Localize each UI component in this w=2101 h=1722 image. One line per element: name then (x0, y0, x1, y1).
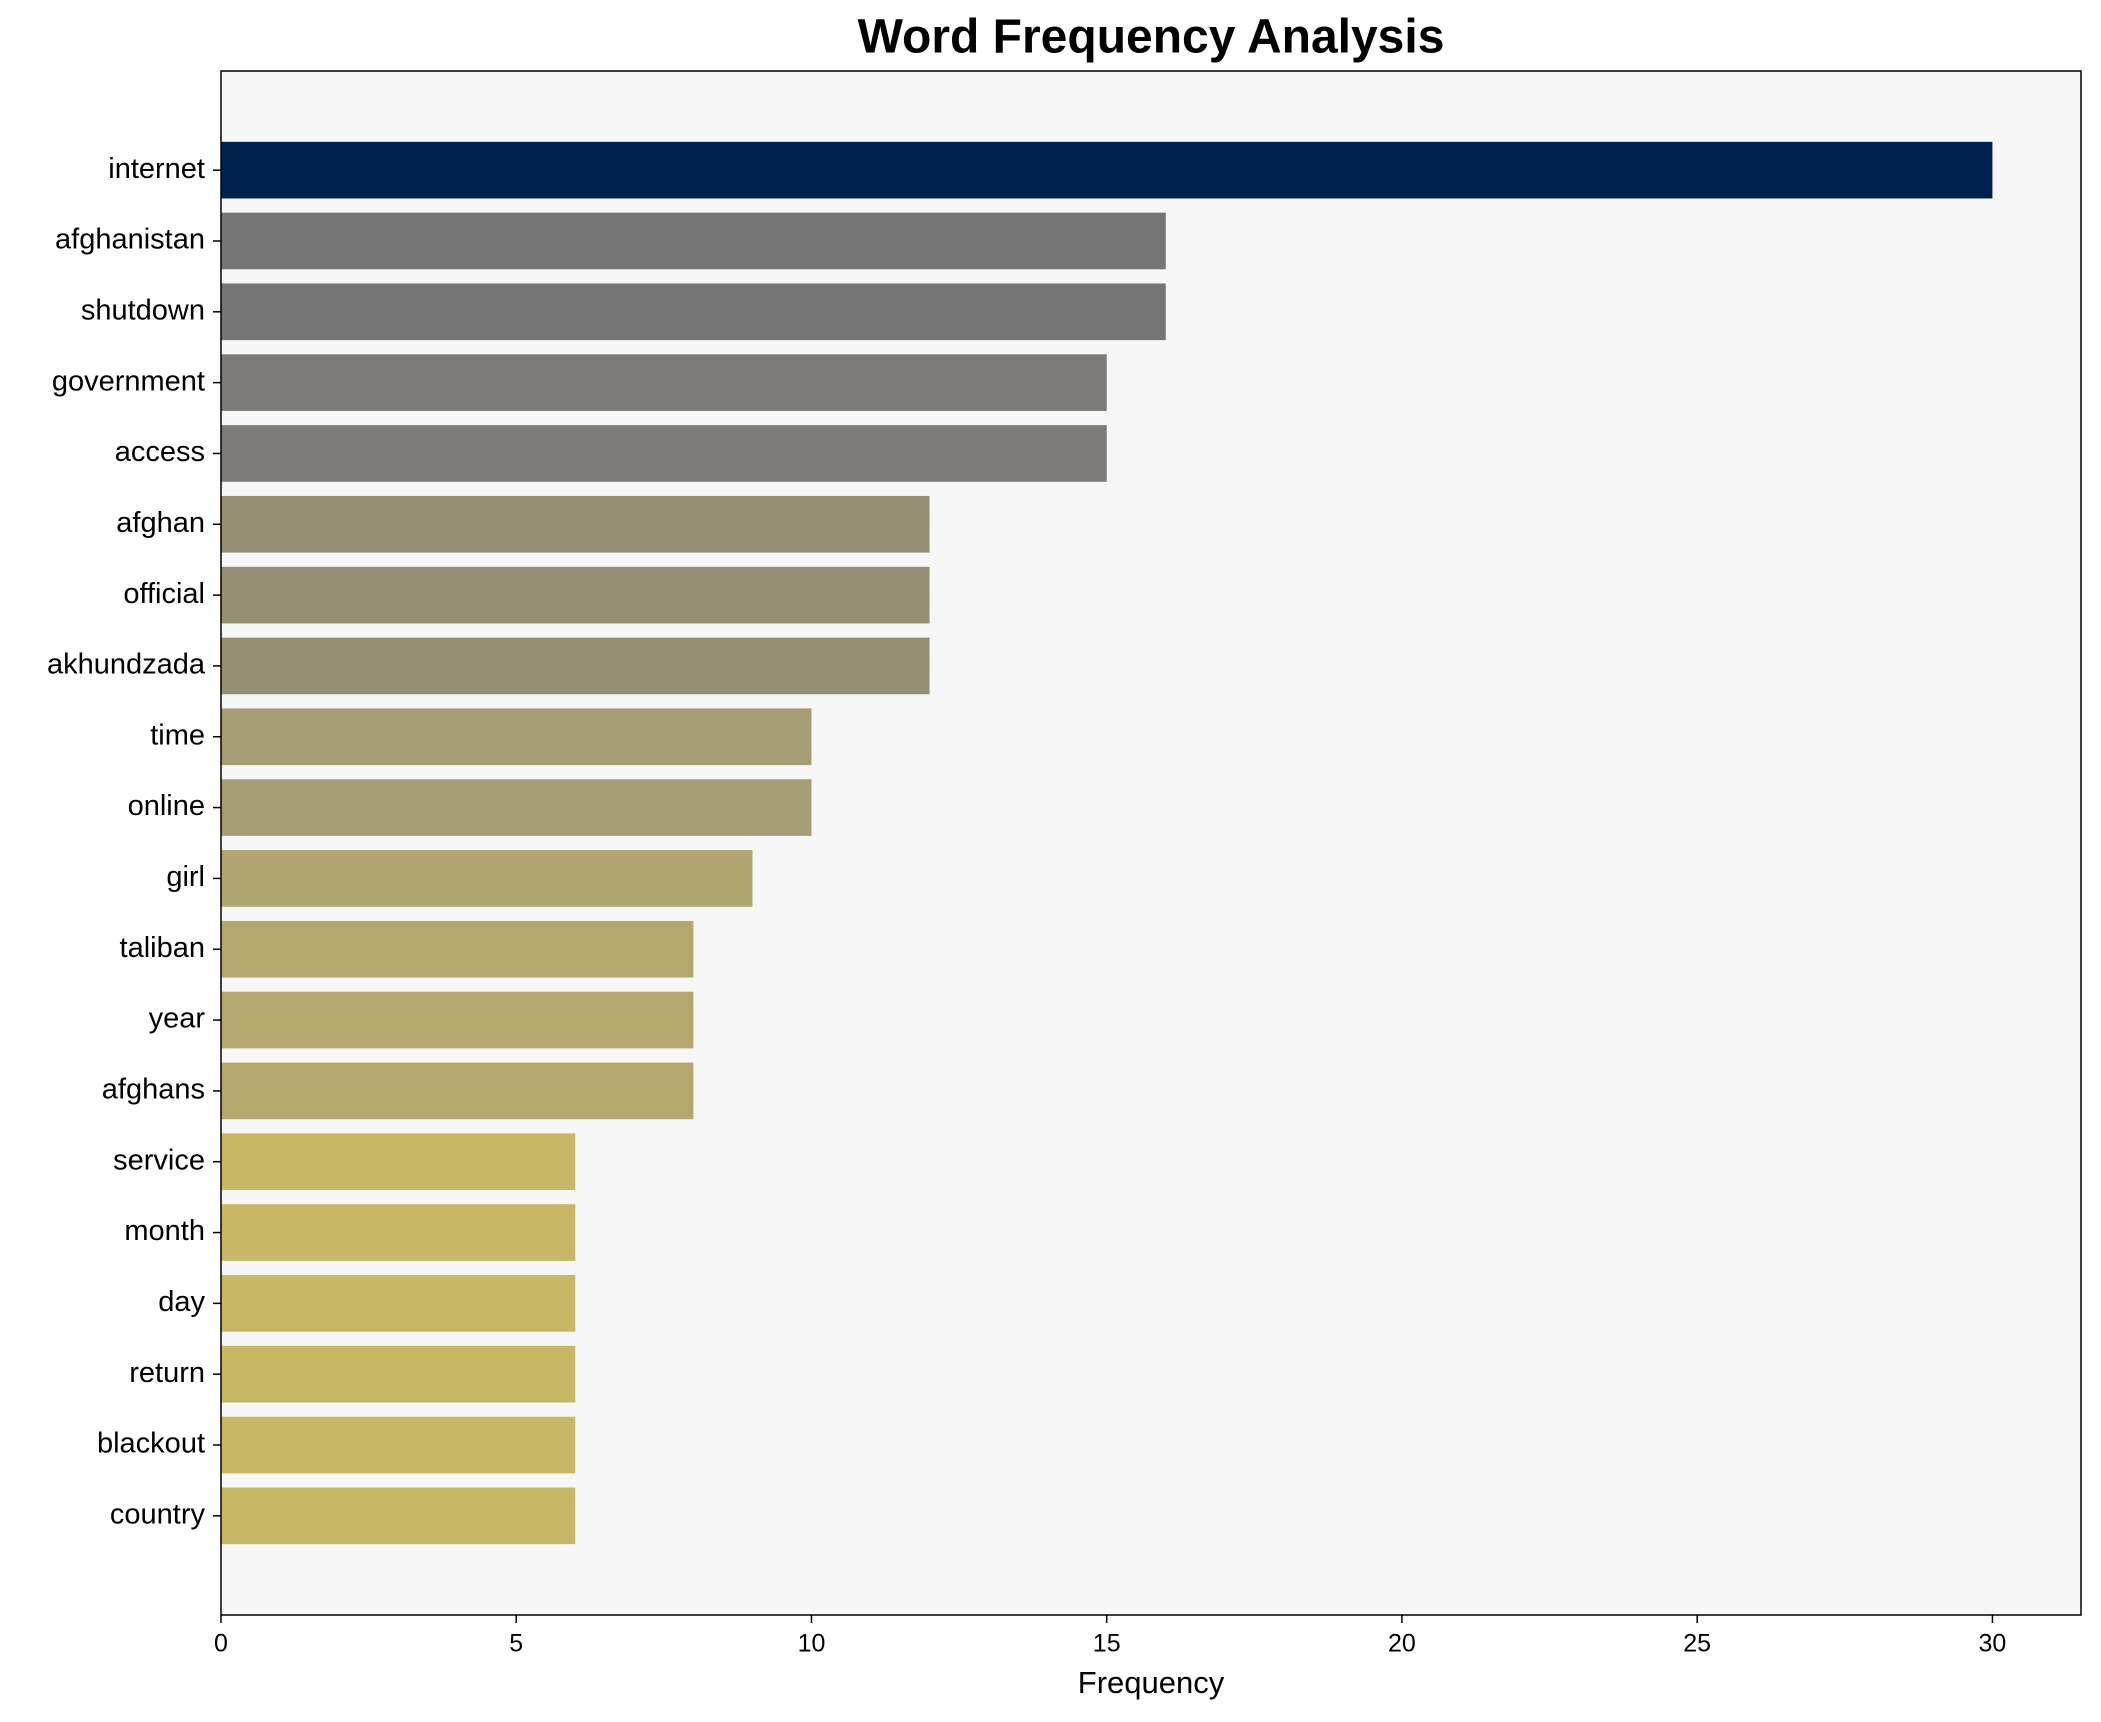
plot-frame (220, 70, 2082, 1616)
y-tick-label: day (158, 1286, 205, 1318)
y-tick-label: online (128, 790, 205, 822)
y-tick-label: country (110, 1499, 206, 1531)
bar (221, 1204, 576, 1261)
bar (221, 1416, 576, 1474)
y-tick-label: official (123, 578, 205, 610)
y-tick-label: afghans (102, 1074, 205, 1106)
y-tick-label: akhundzada (47, 649, 206, 681)
y-tick-label: girl (166, 861, 205, 893)
x-tick-label: 10 (798, 1630, 826, 1658)
bar (221, 354, 1107, 411)
x-axis-label: Frequency (1078, 1665, 1225, 1700)
y-tick-label: shutdown (81, 294, 205, 326)
y-tick-label: blackout (97, 1428, 205, 1460)
x-tick-label: 25 (1683, 1630, 1711, 1658)
bar (221, 425, 1107, 482)
y-tick-label: time (150, 719, 205, 751)
bar (221, 141, 1993, 199)
bar (221, 779, 812, 836)
y-tick-label: afghan (116, 507, 205, 539)
x-tick-label: 5 (509, 1630, 523, 1658)
bar (221, 566, 930, 624)
bar (221, 495, 930, 553)
bar (221, 1133, 576, 1191)
bar (221, 1275, 576, 1332)
x-tick-label: 15 (1093, 1630, 1121, 1658)
bar (221, 637, 930, 695)
bar (221, 708, 812, 766)
chart-title: Word Frequency Analysis (858, 11, 1445, 64)
y-tick-label: taliban (120, 932, 205, 964)
bar (221, 1487, 576, 1545)
x-tick-label: 0 (214, 1630, 228, 1658)
y-tick-label: afghanistan (55, 224, 205, 256)
y-tick-label: year (149, 1003, 206, 1035)
bar (221, 920, 694, 978)
bar (221, 850, 753, 907)
bar (221, 283, 1166, 341)
bar (221, 212, 1166, 270)
y-tick-label: access (115, 436, 205, 468)
bar (221, 991, 694, 1049)
bar (221, 1062, 694, 1120)
y-tick-label: internet (108, 153, 205, 185)
y-tick-label: month (124, 1215, 205, 1247)
x-tick-label: 20 (1388, 1630, 1416, 1658)
y-tick-label: government (52, 365, 205, 397)
x-tick-label: 30 (1979, 1630, 2007, 1658)
y-tick-label: return (129, 1357, 205, 1389)
y-tick-label: service (113, 1144, 205, 1176)
bar (221, 1345, 576, 1403)
